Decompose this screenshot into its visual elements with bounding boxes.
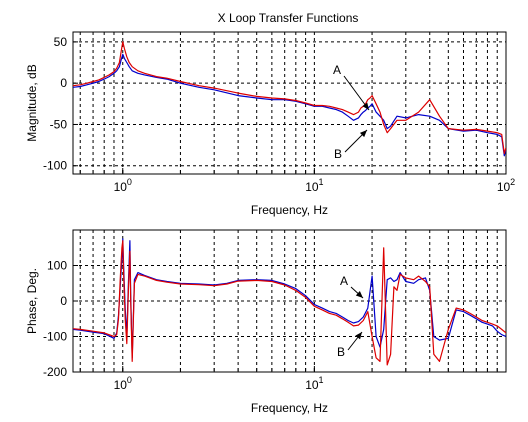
magnitude-x-axis-label: Frequency, Hz [251, 203, 328, 217]
phase-y-tick-label: 100 [47, 259, 67, 273]
magnitude-series-line-2 [73, 41, 506, 154]
magnitude-annotation-arrowhead-a [362, 102, 369, 110]
phase-x-tick-label: 100 [114, 375, 132, 392]
phase-annotation-arrowhead-a [355, 291, 363, 298]
phase-panel: 100 0 -100 -200 100 101 Frequency, Hz Phase, De… [25, 229, 507, 415]
phase-x-axis-label: Frequency, Hz [251, 401, 328, 415]
phase-y-tick-label: -100 [43, 330, 67, 344]
magnitude-annotation-a: A [333, 63, 341, 77]
magnitude-plot-area [72, 31, 507, 175]
magnitude-annotation-b: B [334, 147, 342, 161]
phase-annotation-a: A [340, 274, 348, 288]
magnitude-y-tick-label: -100 [43, 159, 67, 173]
phase-annotation-arrowhead-b [355, 332, 362, 340]
magnitude-y-tick-label: -50 [50, 117, 68, 131]
phase-series-line-2 [73, 240, 506, 366]
magnitude-x-tick-label: 101 [305, 177, 323, 194]
magnitude-series-line-1 [73, 53, 506, 157]
magnitude-x-tick-label: 100 [114, 177, 132, 194]
magnitude-panel: 50 0 -50 -100 100 101 102 Frequency, Hz Magnitud… [25, 31, 515, 217]
magnitude-y-tick-label: 0 [60, 76, 67, 90]
magnitude-annotation-arrow-a [343, 75, 370, 111]
phase-y-axis-label: Phase, Deg. [25, 268, 39, 334]
phase-annotation-b: B [337, 345, 345, 359]
magnitude-annotation-arrowhead-b [359, 130, 367, 138]
magnitude-y-tick-label: 50 [54, 35, 68, 49]
magnitude-series-group [73, 41, 506, 157]
phase-y-tick-label: 0 [60, 294, 67, 308]
phase-series-group [73, 238, 506, 366]
phase-x-tick-label: 101 [305, 375, 323, 392]
magnitude-y-axis-label: Magnitude, dB [25, 64, 39, 141]
figure-title: X Loop Transfer Functions [218, 11, 359, 25]
magnitude-x-tick-label: 102 [497, 177, 515, 194]
phase-y-tick-label: -200 [43, 365, 67, 379]
